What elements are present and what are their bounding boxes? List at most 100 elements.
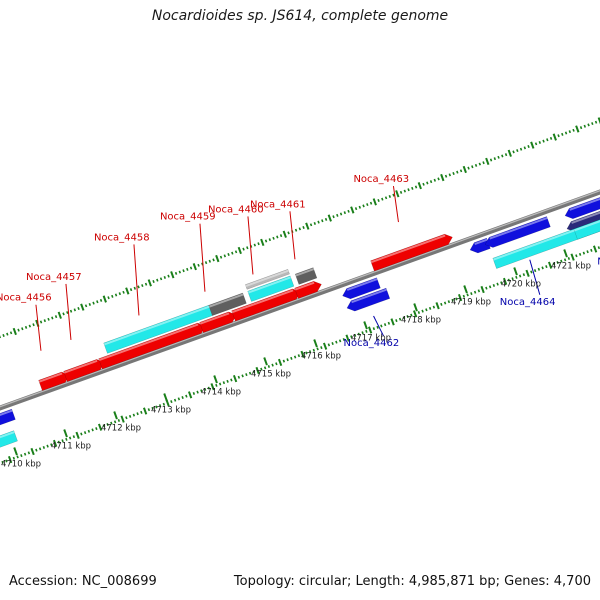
gc-upper-mark	[69, 309, 73, 313]
gc-upper-mark	[471, 165, 474, 169]
gc-lower-mark	[541, 266, 544, 270]
forward-gene[interactable]	[294, 281, 322, 299]
gc-upper-mark	[264, 239, 268, 243]
gc-upper-mark	[384, 196, 388, 200]
gc-lower-mark	[560, 259, 563, 263]
gc-upper-mark	[186, 267, 189, 271]
gc-upper-mark	[369, 201, 373, 205]
gc-lower-mark	[575, 254, 578, 258]
leader-line	[289, 211, 296, 260]
gc-lower-mark	[80, 432, 83, 436]
gc-lower-mark	[117, 418, 121, 422]
reverse-feature-rna[interactable]	[573, 195, 600, 240]
gc-lower-mark	[23, 452, 27, 456]
gc-lower-mark	[275, 362, 278, 366]
ruler-tick	[313, 339, 318, 348]
gc-lower-mark	[46, 444, 49, 448]
reverse-gene-shine	[346, 278, 378, 291]
gc-lower-mark	[331, 342, 334, 346]
tick-label: 4715 kbp	[251, 369, 291, 379]
reverse-gene[interactable]	[566, 187, 600, 233]
gc-upper-mark	[534, 142, 538, 146]
reverse-feature-rna[interactable]	[0, 430, 18, 450]
gc-skew-lower-track	[0, 245, 600, 465]
gene-label: Noca_4461	[250, 199, 306, 210]
gc-upper-mark	[192, 263, 197, 271]
gc-lower-mark	[293, 355, 297, 359]
gc-upper-mark	[381, 197, 384, 201]
reverse-feature-rna[interactable]	[492, 218, 600, 269]
gc-upper-mark	[542, 139, 545, 143]
gc-lower-mark	[582, 251, 586, 255]
gc-upper-mark	[227, 253, 230, 257]
gc-upper-mark	[43, 319, 46, 323]
reverse-gene[interactable]	[484, 216, 551, 248]
gc-lower-mark	[511, 277, 514, 281]
gc-lower-mark	[372, 327, 376, 331]
gc-lower-mark	[376, 325, 379, 329]
forward-feature-rna[interactable]	[103, 304, 213, 354]
gc-lower-mark	[52, 439, 58, 448]
gc-lower-mark	[1, 460, 4, 464]
gc-upper-mark	[395, 190, 400, 198]
gc-lower-mark	[42, 445, 46, 449]
gc-upper-mark	[327, 214, 332, 222]
leader-line	[35, 304, 42, 351]
forward-gene-shine	[63, 359, 98, 374]
reverse-gene[interactable]	[0, 408, 16, 430]
gc-upper-mark	[2, 334, 5, 338]
forward-gene[interactable]	[370, 233, 453, 272]
forward-feature-light[interactable]	[245, 268, 290, 290]
gc-upper-mark	[122, 290, 125, 294]
reverse-gene[interactable]	[469, 237, 491, 254]
gc-lower-mark	[187, 391, 193, 399]
gc-lower-mark	[547, 261, 553, 269]
gene-label: Noca_4465	[597, 257, 600, 268]
gc-upper-mark	[530, 141, 535, 149]
gc-lower-mark	[380, 324, 383, 328]
tick-label: 4720 kbp	[501, 279, 541, 289]
gc-upper-mark	[47, 317, 50, 321]
gc-upper-mark	[429, 180, 433, 184]
gc-lower-mark	[277, 358, 283, 367]
gc-lower-mark	[27, 451, 31, 455]
reverse-gene[interactable]	[342, 277, 381, 300]
gc-upper-mark	[66, 311, 69, 315]
feature-track[interactable]	[0, 175, 600, 450]
gc-upper-mark	[437, 177, 440, 181]
gc-lower-mark	[267, 364, 271, 368]
gc-upper-mark	[294, 228, 298, 232]
gc-lower-mark	[383, 323, 387, 327]
gc-upper-mark	[282, 230, 287, 238]
gc-lower-mark	[455, 297, 458, 301]
ruler-tick	[13, 447, 18, 456]
forward-feature-rna-shine	[247, 276, 292, 294]
gc-upper-mark	[377, 199, 380, 203]
ruler-tick	[63, 429, 68, 438]
gc-upper-mark	[84, 304, 88, 308]
gc-lower-mark	[462, 294, 466, 298]
ruler-tick	[463, 285, 468, 294]
gc-lower-mark	[113, 420, 117, 424]
gc-lower-mark	[338, 339, 342, 343]
gc-lower-mark	[140, 410, 143, 414]
reverse-gene[interactable]	[564, 175, 600, 220]
gc-upper-mark	[204, 261, 208, 265]
forward-feature-other-shine	[295, 268, 315, 277]
forward-feature-other[interactable]	[294, 267, 318, 285]
gc-upper-mark	[99, 298, 103, 302]
gc-lower-mark	[457, 293, 463, 302]
gc-lower-mark	[500, 281, 503, 285]
gc-upper-mark	[62, 312, 65, 316]
gc-upper-mark	[24, 325, 28, 329]
gc-lower-mark	[61, 439, 64, 443]
reverse-gene[interactable]	[346, 287, 391, 312]
gc-upper-mark	[137, 285, 140, 289]
gene-label: Noca_4457	[26, 272, 82, 283]
forward-feature-other[interactable]	[208, 292, 247, 316]
tick-label: 4711 kbp	[51, 441, 91, 451]
gene-labels: Noca_4456Noca_4457Noca_4458Noca_4459Noca…	[0, 174, 600, 349]
ruler-tick	[413, 303, 418, 312]
gc-lower-mark	[155, 405, 158, 409]
forward-feature-rna[interactable]	[247, 275, 295, 302]
